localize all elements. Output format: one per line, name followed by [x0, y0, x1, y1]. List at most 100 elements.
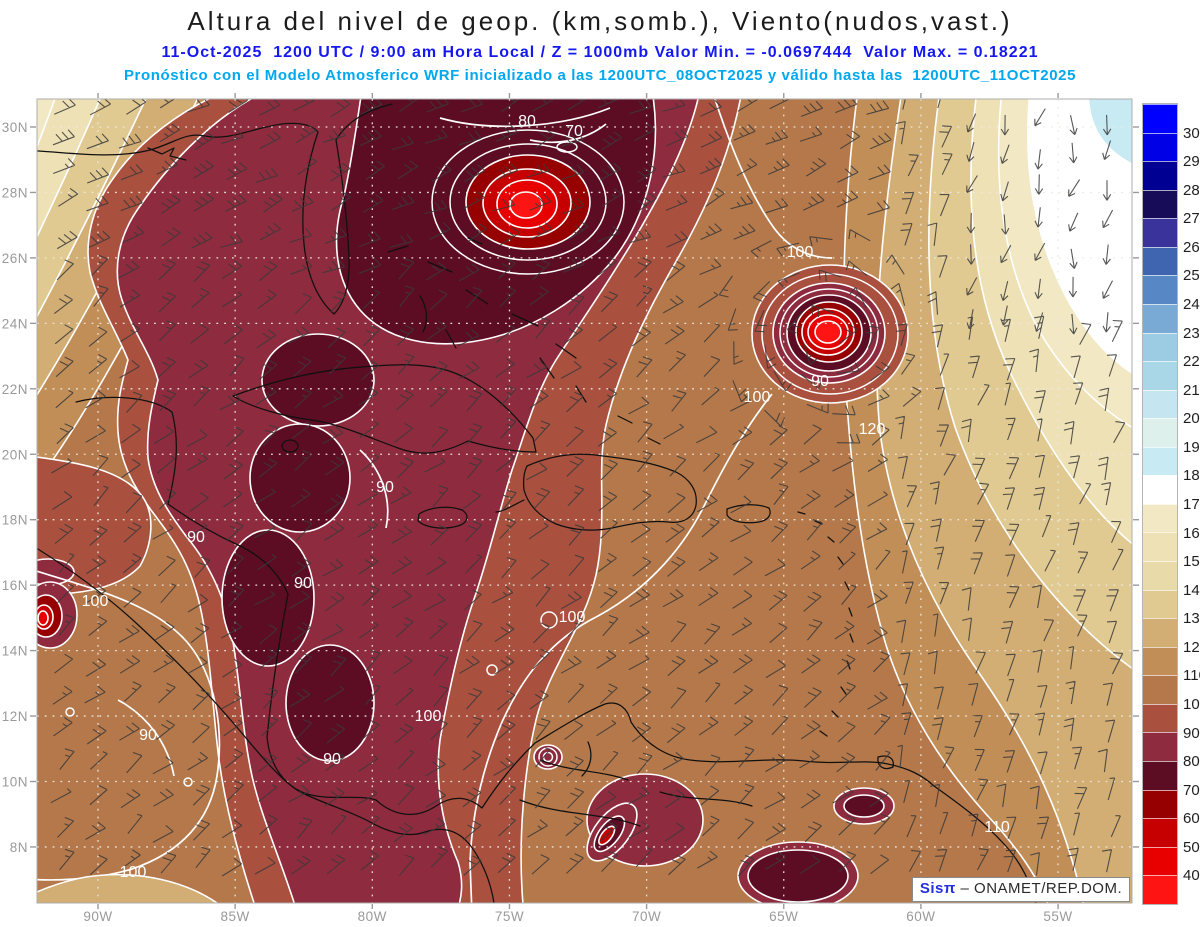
colorbar-block — [1143, 503, 1177, 533]
colorbar-label: 290 — [1183, 153, 1200, 171]
lat-label: 26N — [2, 251, 28, 266]
northern-minimum — [431, 129, 625, 275]
axis-ticks — [30, 93, 1139, 909]
colorbar-label: 130 — [1183, 610, 1200, 628]
contour-label: 100 — [744, 389, 771, 406]
colorbar-label: 100 — [1183, 696, 1200, 713]
contour-label: 90 — [811, 373, 829, 390]
colorbar-label: 280 — [1183, 181, 1200, 199]
page-title: Altura del nivel de geop. (km,somb.), Vi… — [187, 6, 1013, 36]
colorbar-label: 220 — [1183, 353, 1200, 371]
contour-label: 70 — [565, 123, 583, 140]
colorbar-block — [1143, 389, 1177, 419]
colorbar-block — [1143, 275, 1177, 304]
lat-label: 10N — [2, 775, 28, 790]
lat-label: 24N — [2, 316, 28, 331]
contour-label: 90 — [376, 479, 394, 496]
colorbar-block — [1143, 846, 1177, 876]
eastern-minimum-tropical-cyclone — [751, 264, 909, 404]
contour-label: 100 — [415, 708, 442, 725]
colorbar-label: 70 — [1183, 781, 1200, 799]
wind-barbs — [50, 99, 1126, 877]
colorbar-block — [1143, 132, 1177, 162]
colorbar-label: 140 — [1183, 581, 1200, 599]
lon-label: 60W — [906, 909, 935, 924]
colorbar-block — [1143, 561, 1177, 590]
wind-barbs-path — [50, 99, 1126, 877]
subtitle-valid-time: 11-Oct-2025 1200 UTC / 9:00 am Hora Loca… — [161, 44, 1039, 61]
lon-label: 55W — [1043, 909, 1072, 924]
contour-label: 90 — [139, 727, 157, 744]
colorbar-block — [1143, 246, 1177, 276]
lat-label: 16N — [2, 578, 28, 593]
contour-label: 100 — [559, 609, 586, 626]
colorbar-label: 210 — [1183, 381, 1200, 399]
colorbar — [1142, 103, 1178, 905]
lat-label: 20N — [2, 447, 28, 462]
lon-label: 65W — [769, 909, 798, 924]
lat-label: 30N — [2, 120, 28, 135]
lat-label: 28N — [2, 185, 28, 200]
colorbar-label: 250 — [1183, 267, 1200, 285]
watermark-text: – ONAMET/REP.DOM. — [960, 880, 1123, 897]
colorbar-label: 200 — [1183, 410, 1200, 428]
colorbar-label: 230 — [1183, 324, 1200, 342]
axis-labels: 30N 28N 26N 24N 22N 20N 18N 16N 14N 12N 10N 8N 90W 85… — [2, 120, 1072, 924]
colorbar-label: 180 — [1183, 467, 1200, 485]
lon-label: 80W — [358, 909, 387, 924]
colorbar-block — [1143, 303, 1177, 333]
colorbar-block — [1143, 675, 1177, 704]
small-minima — [37, 581, 638, 862]
contour-labels: 80 70 100 100 90 120 110 90 90 100 90 100 100 90 90 100 — [82, 113, 1010, 881]
colorbar-label: 190 — [1183, 438, 1200, 456]
contour-label: 80 — [518, 113, 536, 130]
colorbar-label: 240 — [1183, 296, 1200, 313]
watermark: Sisπ – ONAMET/REP.DOM. — [912, 877, 1130, 902]
colorbar-block — [1143, 161, 1177, 190]
contour-label: 110 — [984, 819, 1010, 836]
colorbar-label: 50 — [1183, 838, 1200, 856]
lat-label: 12N — [2, 709, 28, 724]
colorbar-block — [1143, 332, 1177, 362]
colorbar-block — [1143, 418, 1177, 447]
lon-label: 70W — [632, 909, 661, 924]
lat-label: 22N — [2, 382, 28, 397]
contour-label: 100 — [787, 244, 814, 261]
colorbar-label: 300 — [1183, 124, 1200, 142]
lat-label: 8N — [10, 840, 28, 855]
colorbar-block — [1143, 789, 1177, 819]
colorbar-block — [1143, 218, 1177, 247]
colorbar-block — [1143, 361, 1177, 390]
colorbar-label: 110 — [1183, 667, 1200, 685]
lat-label: 18N — [2, 513, 28, 528]
contour-label: 120 — [859, 421, 886, 438]
colorbar-block — [1143, 589, 1177, 619]
contour-label: 90 — [323, 751, 341, 768]
trough-bands — [37, 99, 895, 903]
colorbar-label: 160 — [1183, 524, 1200, 542]
lon-label: 90W — [83, 909, 112, 924]
extra-contours — [37, 99, 833, 903]
contour-label: 100 — [120, 864, 147, 881]
colorbar-block — [1143, 818, 1177, 847]
colorbar-block — [1143, 703, 1177, 733]
contour-label: 100 — [82, 593, 109, 610]
colorbar-label: 170 — [1183, 496, 1200, 513]
watermark-brand: Sisπ — [919, 880, 956, 897]
colorbar-block — [1143, 189, 1177, 219]
colorbar-block — [1143, 446, 1177, 476]
colorbar-block — [1143, 618, 1177, 647]
colorbar-label: 90 — [1183, 724, 1200, 742]
colorbar-label: 260 — [1183, 238, 1200, 256]
subtitle-model-info: Pronóstico con el Modelo Atmosferico WRF… — [123, 67, 1077, 84]
colorbar-label: 60 — [1183, 810, 1200, 828]
contour-label: 90 — [294, 575, 312, 592]
lat-label: 14N — [2, 644, 28, 659]
colorbar-block — [1143, 532, 1177, 561]
lon-label: 85W — [221, 909, 250, 924]
contour-label: 90 — [187, 529, 205, 546]
colorbar-label: 80 — [1183, 753, 1200, 771]
colorbar-block — [1143, 475, 1177, 504]
